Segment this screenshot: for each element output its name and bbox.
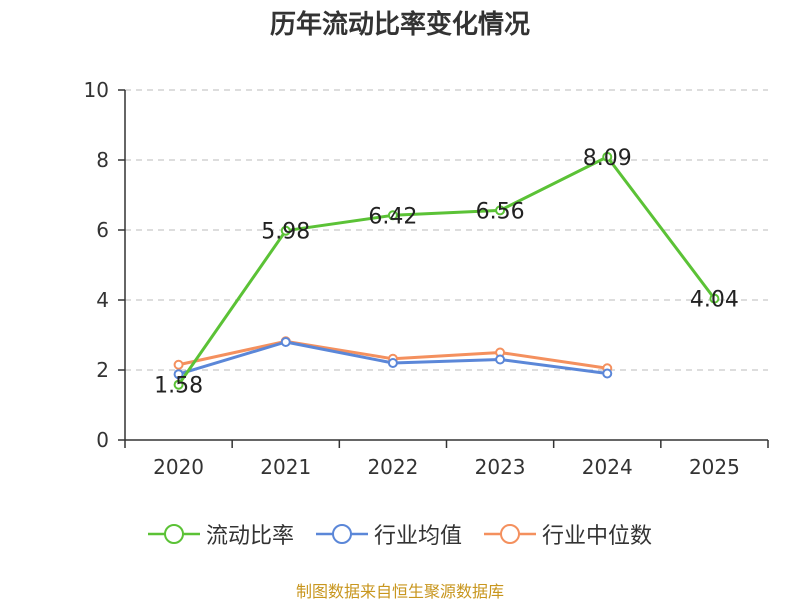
data-labels: 1.58 5.98 6.42 6.56 8.09 4.04: [154, 146, 739, 399]
data-label-2023: 6.56: [476, 199, 525, 224]
data-label-2024: 8.09: [583, 146, 632, 171]
series-0-point-4: [602, 151, 613, 162]
series-0-point-5: [709, 293, 720, 304]
series-group: [173, 151, 720, 390]
x-tick-label-2025: 2025: [689, 455, 740, 479]
x-tick-label-2023: 2023: [475, 455, 526, 479]
y-tick-label-10: 10: [84, 78, 109, 102]
series-0-point-2: [387, 210, 398, 221]
data-label-2022: 6.42: [368, 204, 417, 229]
legend-item-1[interactable]: 行业均值: [315, 518, 462, 550]
legend-marker-icon: [147, 524, 200, 544]
y-tick-label-0: 0: [96, 428, 109, 452]
source-note: 制图数据来自恒生聚源数据库: [295, 582, 504, 601]
series-0-point-0: [173, 379, 184, 390]
chart-title: 历年流动比率变化情况: [269, 10, 530, 40]
series-2-point-0: [173, 359, 184, 370]
legend: 流动比率 行业均值 行业中位数: [0, 518, 800, 550]
y-tick-label-4: 4: [96, 288, 109, 312]
legend-marker-icon: [484, 524, 536, 544]
series-1-point-3: [495, 354, 506, 365]
legend-circle: [500, 524, 520, 544]
series-0-point-1: [280, 225, 291, 236]
data-label-2025: 4.04: [690, 288, 739, 313]
series-1-point-4: [602, 368, 613, 379]
legend-label: 流动比率: [205, 524, 294, 549]
data-label-2021: 5.98: [261, 220, 310, 245]
series-1-point-2: [387, 358, 398, 368]
series-1-point-0: [173, 369, 184, 380]
legend-circle: [163, 524, 184, 544]
x-tick-label-2020: 2020: [153, 455, 204, 479]
axes: 0 2 4 6 8 10 2020 2021 2022 2023 2024 2025: [84, 78, 769, 479]
data-label-2020: 1.58: [154, 374, 203, 399]
legend-item-2[interactable]: 行业中位数: [484, 518, 652, 550]
x-tick-label-2021: 2021: [260, 455, 311, 479]
y-tick-label-2: 2: [96, 358, 109, 382]
legend-marker-icon: [315, 524, 368, 544]
legend-label: 行业均值: [373, 524, 462, 549]
y-tick-label-6: 6: [96, 218, 109, 242]
x-tick-label-2024: 2024: [582, 455, 633, 479]
series-0-point-3: [495, 205, 506, 216]
legend-circle: [331, 524, 352, 544]
legend-item-0[interactable]: 流动比率: [147, 518, 294, 550]
series-line-0: [177, 155, 716, 386]
legend-label: 行业中位数: [542, 524, 653, 549]
grid-lines: [125, 89, 768, 371]
y-tick-label-8: 8: [96, 148, 109, 172]
x-tick-label-2022: 2022: [367, 455, 418, 479]
series-1-point-1: [280, 337, 291, 347]
